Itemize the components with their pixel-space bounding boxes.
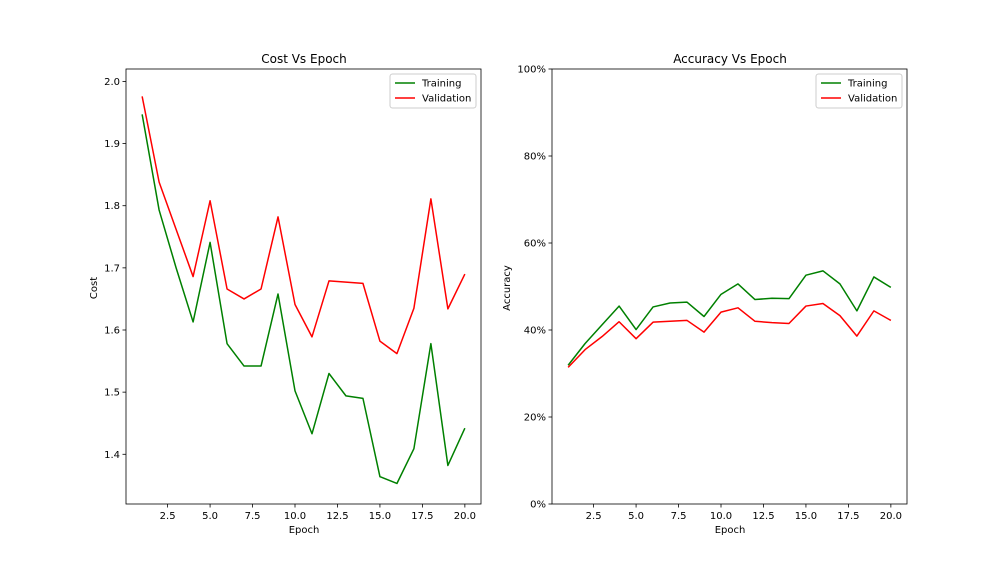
accuracy-validation-line [567,302,892,368]
cost-ytick-label: 1.4 [104,450,120,461]
accuracy-yticks: 0% 20% 40% 60% 80% 100% [517,65,552,511]
cost-chart-frame [125,68,482,505]
cost-validation-line [141,96,466,355]
accuracy-ytick-label: 100% [517,65,546,76]
cost-xticks: 2.5 5.0 7.5 10.0 12.5 15.0 17.5 20.0 [160,504,476,522]
cost-ytick-label: 1.5 [104,388,120,399]
cost-series-layer [141,96,466,485]
cost-yticks: 1.4 1.5 1.6 1.7 1.8 1.9 2.0 [104,77,126,461]
cost-chart: Cost Vs Epoch Epoch Cost 2.5 5.0 7.5 10.0 12… [89,52,482,536]
accuracy-chart-frame [551,68,908,505]
cost-xtick-label: 7.5 [245,511,261,522]
cost-xtick-label: 2.5 [160,511,176,522]
accuracy-chart: Accuracy Vs Epoch Epoch Accuracy 2.5 5.0 7… [502,52,908,536]
accuracy-xtick-label: 10.0 [710,511,732,522]
accuracy-ytick-label: 0% [530,500,546,511]
accuracy-training-line [567,270,892,366]
accuracy-xtick-label: 20.0 [880,511,902,522]
cost-legend-training-label: Training [421,79,461,90]
cost-ytick-label: 1.7 [104,263,120,274]
accuracy-xtick-label: 7.5 [671,511,687,522]
accuracy-legend: Training Validation [815,73,903,109]
accuracy-legend-validation-label: Validation [848,94,897,105]
accuracy-series-layer [567,270,892,368]
accuracy-xtick-label: 5.0 [628,511,644,522]
cost-xtick-label: 17.5 [411,511,433,522]
cost-xtick-label: 5.0 [202,511,218,522]
cost-ytick-label: 2.0 [104,77,120,88]
cost-chart-title: Cost Vs Epoch [261,52,347,66]
accuracy-xtick-label: 2.5 [586,511,602,522]
cost-ytick-label: 1.8 [104,201,120,212]
accuracy-ytick-label: 60% [524,239,546,250]
cost-xtick-label: 15.0 [369,511,391,522]
cost-legend-validation-label: Validation [422,94,471,105]
cost-chart-ylabel: Cost [89,277,100,299]
cost-xtick-label: 12.5 [326,511,348,522]
cost-xtick-label: 10.0 [284,511,306,522]
accuracy-chart-title: Accuracy Vs Epoch [673,52,787,66]
accuracy-xticks: 2.5 5.0 7.5 10.0 12.5 15.0 17.5 20.0 [586,504,902,522]
cost-training-line [141,114,466,485]
accuracy-ytick-label: 80% [524,152,546,163]
cost-ytick-label: 1.9 [104,139,120,150]
accuracy-chart-ylabel: Accuracy [502,265,513,311]
accuracy-legend-training-label: Training [847,79,887,90]
accuracy-ytick-label: 20% [524,413,546,424]
cost-chart-xlabel: Epoch [289,525,320,536]
accuracy-xtick-label: 15.0 [795,511,817,522]
cost-legend: Training Validation [389,73,477,109]
accuracy-xtick-label: 17.5 [837,511,859,522]
cost-ytick-label: 1.6 [104,326,120,337]
accuracy-xtick-label: 12.5 [752,511,774,522]
accuracy-ytick-label: 40% [524,326,546,337]
cost-xtick-label: 20.0 [454,511,476,522]
accuracy-chart-xlabel: Epoch [715,525,746,536]
